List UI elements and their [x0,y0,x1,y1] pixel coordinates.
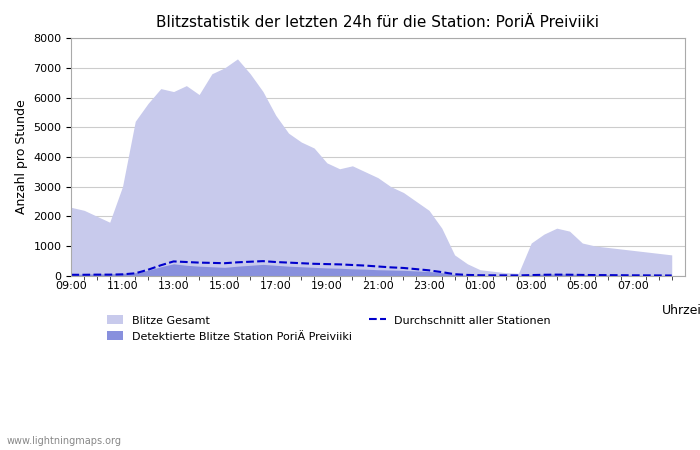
Text: www.lightningmaps.org: www.lightningmaps.org [7,436,122,446]
X-axis label: Uhrzeit: Uhrzeit [662,304,700,317]
Y-axis label: Anzahl pro Stunde: Anzahl pro Stunde [15,99,28,214]
Title: Blitzstatistik der letzten 24h für die Station: PoriÄ Preiviiki: Blitzstatistik der letzten 24h für die S… [157,15,599,30]
Legend: Blitze Gesamt, Detektierte Blitze Station PoriÄ Preiviiki, Durchschnitt aller St: Blitze Gesamt, Detektierte Blitze Statio… [102,311,556,346]
